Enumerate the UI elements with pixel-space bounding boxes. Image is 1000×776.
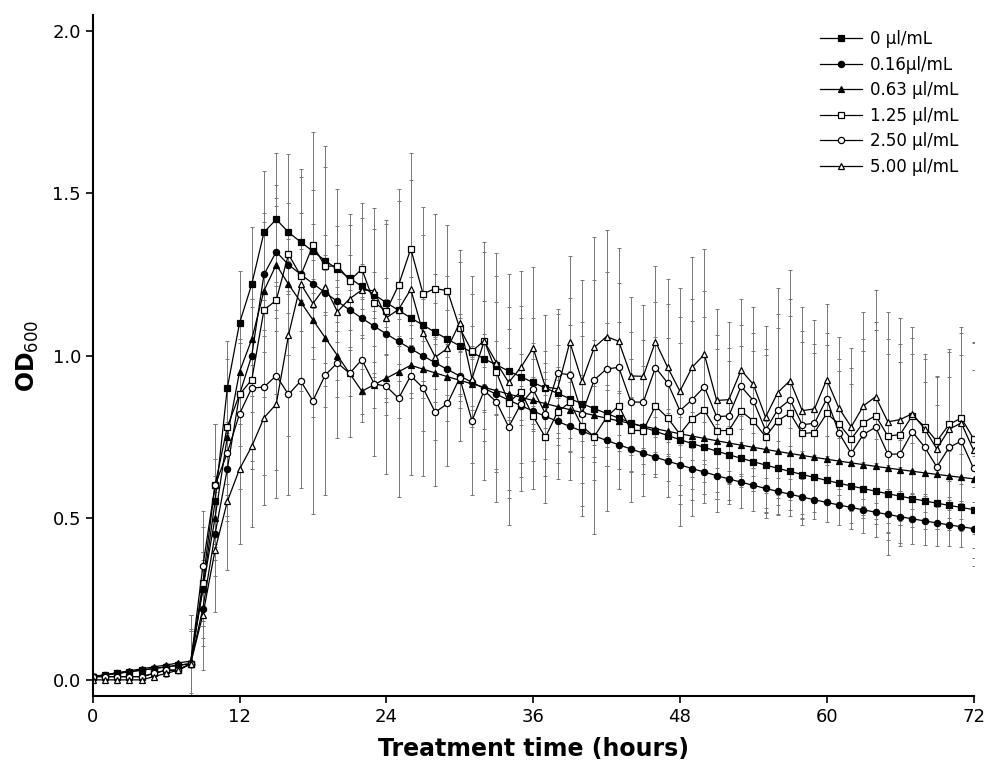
- 1.25 μl/mL: [894, 430, 906, 439]
- 0 μl/mL: [894, 491, 906, 501]
- 2.50 μl/mL: [282, 390, 294, 399]
- 0.16μl/mL: [295, 269, 307, 279]
- 1.25 μl/mL: [393, 281, 405, 290]
- 2.50 μl/mL: [539, 409, 551, 418]
- 0.63 μl/mL: [295, 297, 307, 307]
- 1.25 μl/mL: [307, 241, 319, 250]
- 1.25 μl/mL: [968, 434, 980, 443]
- 1.25 μl/mL: [282, 250, 294, 259]
- 0 μl/mL: [539, 383, 551, 393]
- 5.00 μl/mL: [393, 305, 405, 314]
- 5.00 μl/mL: [968, 445, 980, 455]
- 5.00 μl/mL: [539, 383, 551, 392]
- 5.00 μl/mL: [295, 279, 307, 289]
- 1.25 μl/mL: [539, 432, 551, 442]
- 0.63 μl/mL: [539, 399, 551, 408]
- 2.50 μl/mL: [356, 355, 368, 364]
- Line: 2.50 μl/mL: 2.50 μl/mL: [90, 356, 977, 680]
- 0.63 μl/mL: [270, 260, 282, 269]
- 0 μl/mL: [968, 505, 980, 514]
- 0.16μl/mL: [857, 505, 869, 514]
- Line: 0.63 μl/mL: 0.63 μl/mL: [90, 262, 977, 680]
- 2.50 μl/mL: [87, 672, 99, 681]
- 0 μl/mL: [393, 306, 405, 315]
- Line: 0.16μl/mL: 0.16μl/mL: [90, 248, 977, 680]
- 0.16μl/mL: [968, 524, 980, 533]
- 0.16μl/mL: [833, 501, 845, 510]
- 0 μl/mL: [270, 215, 282, 224]
- 5.00 μl/mL: [857, 401, 869, 411]
- 0.63 μl/mL: [833, 456, 845, 466]
- Line: 0 μl/mL: 0 μl/mL: [90, 217, 977, 680]
- 0 μl/mL: [833, 479, 845, 488]
- X-axis label: Treatment time (hours): Treatment time (hours): [378, 737, 689, 761]
- 2.50 μl/mL: [894, 449, 906, 459]
- 0.16μl/mL: [393, 337, 405, 346]
- 5.00 μl/mL: [894, 415, 906, 424]
- 5.00 μl/mL: [87, 675, 99, 684]
- 2.50 μl/mL: [833, 428, 845, 438]
- Line: 5.00 μl/mL: 5.00 μl/mL: [90, 281, 977, 683]
- 1.25 μl/mL: [87, 672, 99, 681]
- 5.00 μl/mL: [833, 404, 845, 413]
- 0.16μl/mL: [270, 247, 282, 256]
- 0.16μl/mL: [87, 672, 99, 681]
- 0 μl/mL: [857, 484, 869, 494]
- 0 μl/mL: [87, 672, 99, 681]
- 0 μl/mL: [295, 237, 307, 247]
- Line: 1.25 μl/mL: 1.25 μl/mL: [90, 242, 977, 680]
- 0.63 μl/mL: [894, 465, 906, 474]
- 0.63 μl/mL: [857, 460, 869, 469]
- 0.63 μl/mL: [87, 672, 99, 681]
- 2.50 μl/mL: [393, 393, 405, 403]
- 0.16μl/mL: [894, 512, 906, 521]
- Legend: 0 μl/mL, 0.16μl/mL, 0.63 μl/mL, 1.25 μl/mL, 2.50 μl/mL, 5.00 μl/mL: 0 μl/mL, 0.16μl/mL, 0.63 μl/mL, 1.25 μl/…: [813, 23, 965, 182]
- 5.00 μl/mL: [282, 331, 294, 340]
- 0.63 μl/mL: [393, 367, 405, 376]
- 1.25 μl/mL: [857, 418, 869, 428]
- 2.50 μl/mL: [968, 463, 980, 473]
- 2.50 μl/mL: [857, 430, 869, 439]
- 1.25 μl/mL: [833, 419, 845, 428]
- 0.63 μl/mL: [968, 474, 980, 483]
- Y-axis label: OD$_{600}$: OD$_{600}$: [15, 320, 41, 392]
- 0.16μl/mL: [539, 411, 551, 421]
